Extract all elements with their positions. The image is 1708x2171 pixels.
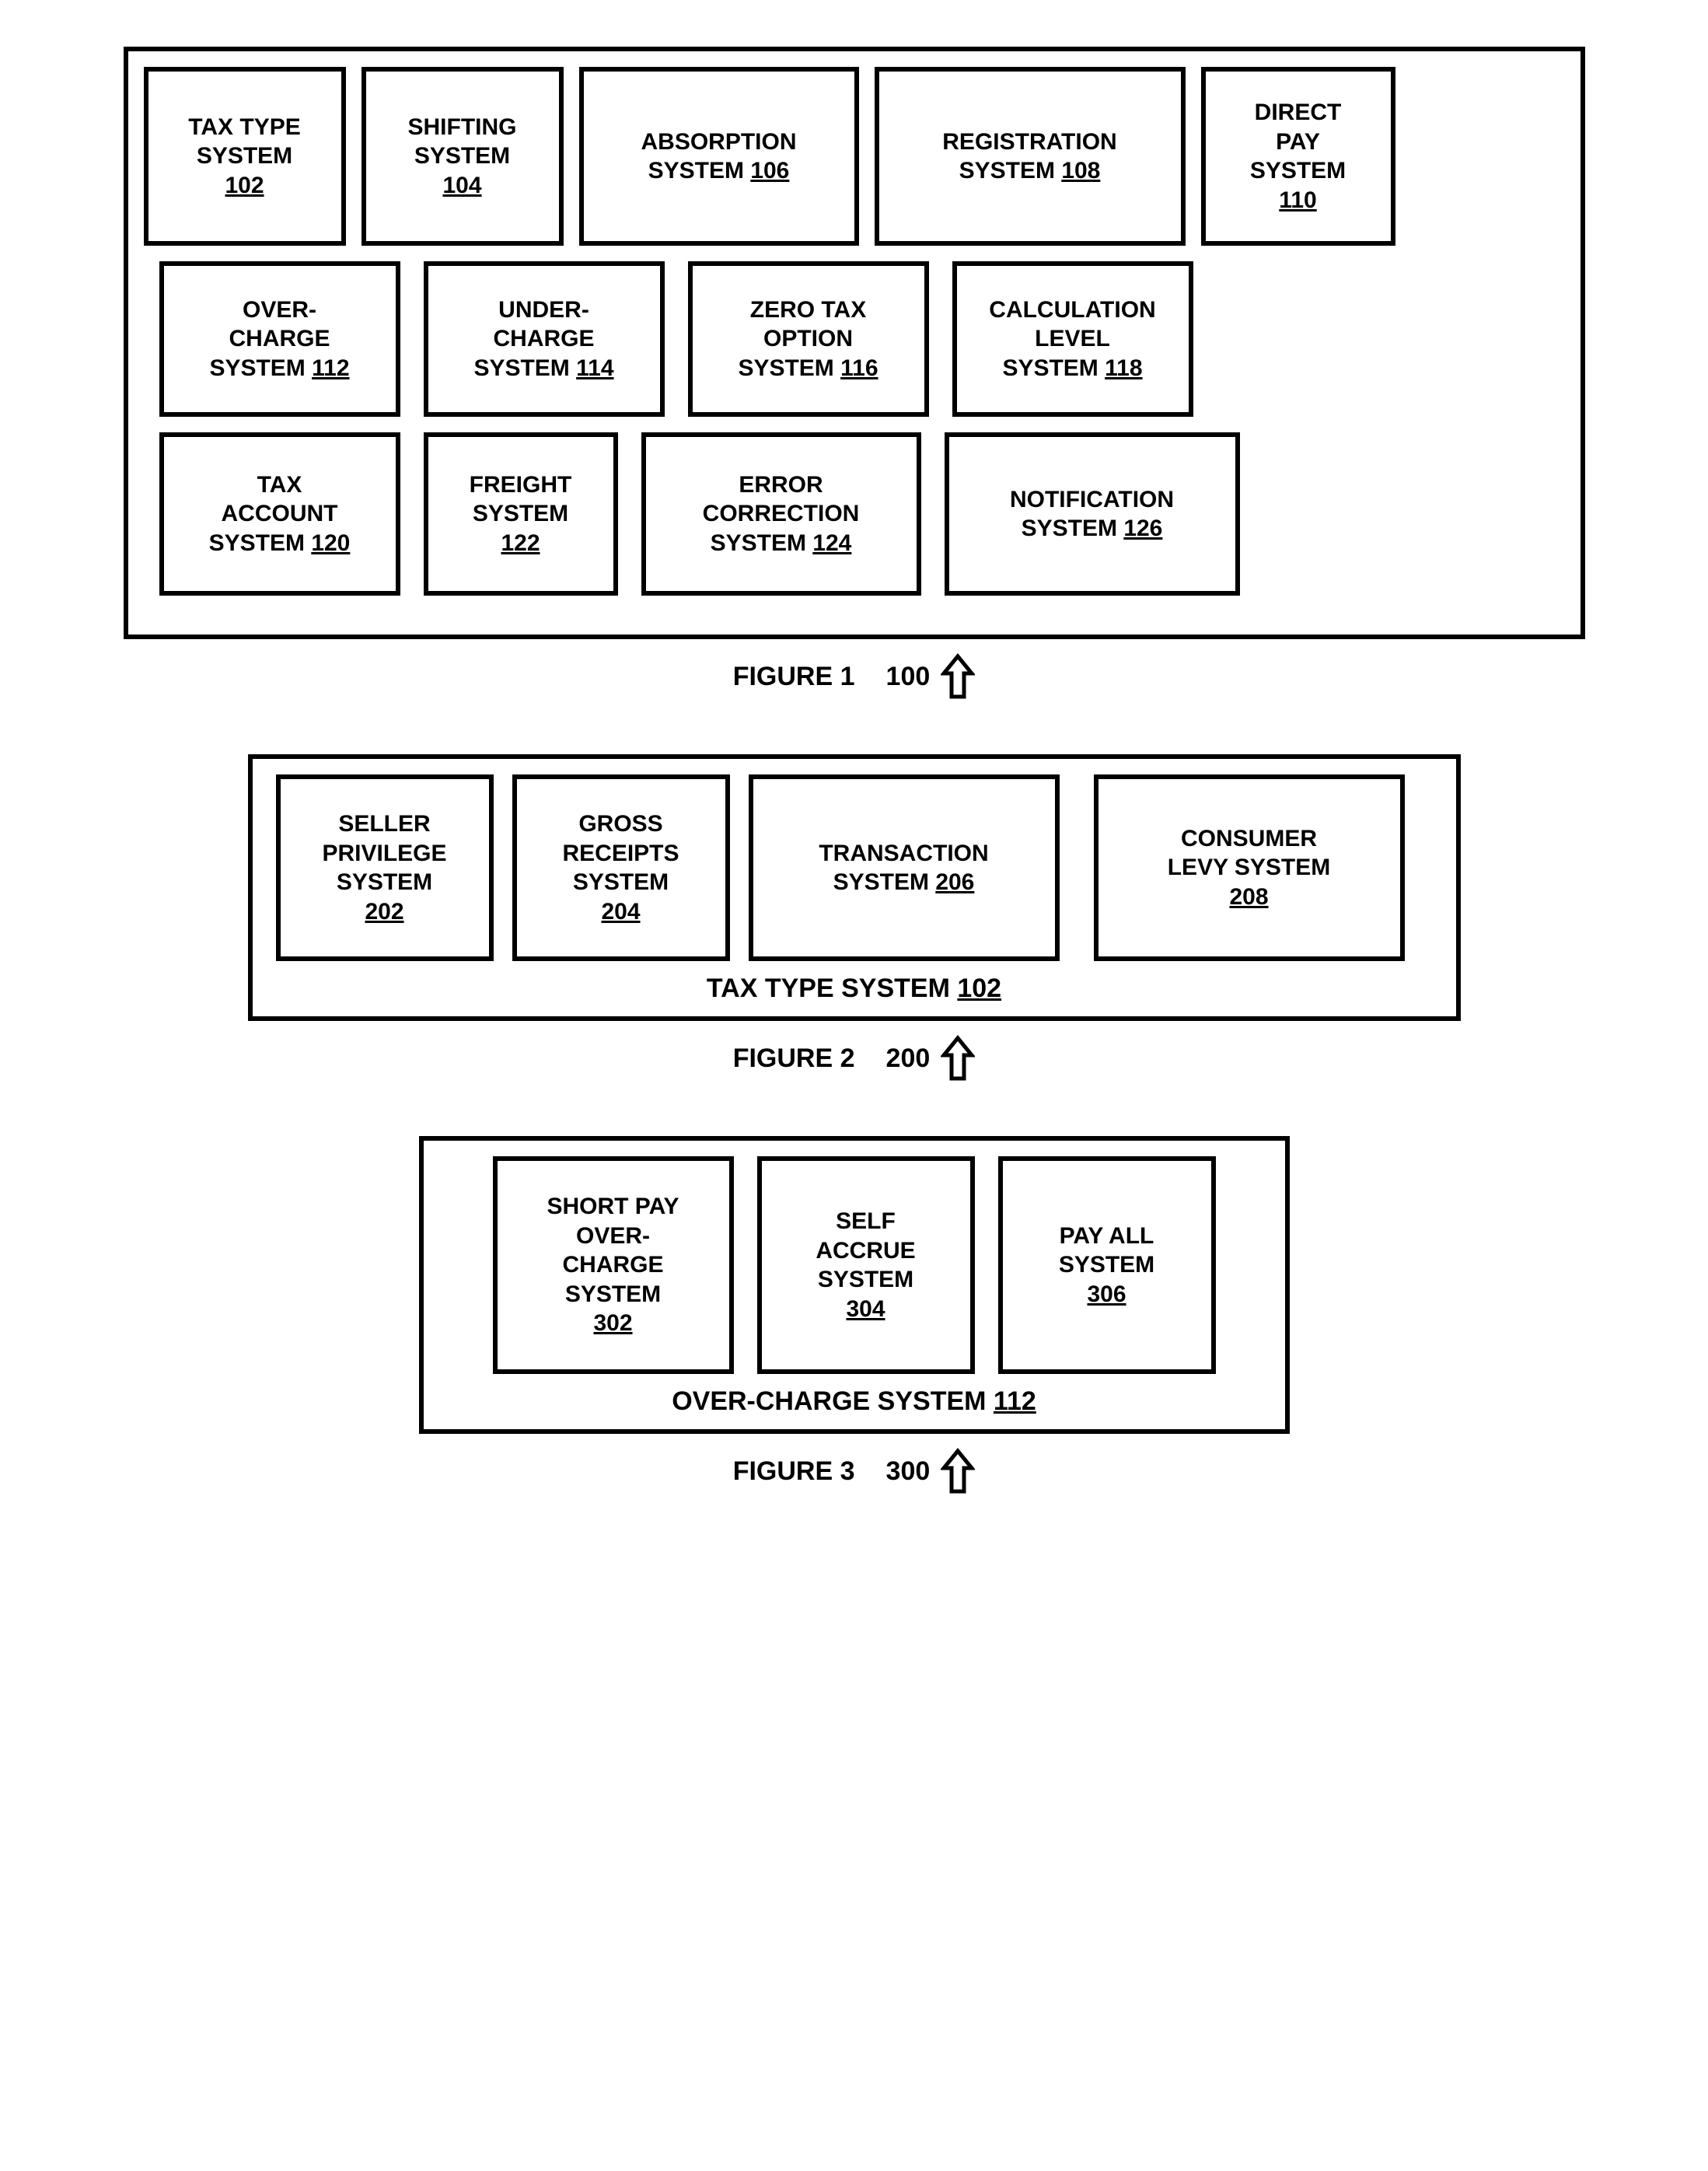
figure-1-container: TAX TYPESYSTEM102 SHIFTINGSYSTEM104 ABSO… [124, 47, 1585, 700]
up-arrow-icon [941, 1035, 975, 1082]
absorption-system-box: ABSORPTIONSYSTEM 106 [579, 67, 859, 246]
figure-3-subtitle-ref: 112 [994, 1386, 1036, 1416]
figure-1-caption: FIGURE 1 100 [124, 653, 1585, 700]
tax-type-system-box: TAX TYPESYSTEM102 [144, 67, 346, 246]
seller-privilege-system-box: SELLERPRIVILEGESYSTEM202 [276, 774, 494, 961]
figure-3-label: FIGURE 3 [733, 1456, 855, 1487]
figure-2-subtitle: TAX TYPE SYSTEM 102 [276, 969, 1433, 1009]
figure-2-row: SELLERPRIVILEGESYSTEM202 GROSSRECEIPTSSY… [276, 774, 1433, 961]
figure-3-container: SHORT PAYOVER-CHARGESYSTEM302 SELFACCRUE… [419, 1136, 1290, 1495]
up-arrow-icon [941, 1448, 975, 1495]
over-charge-system-box: OVER-CHARGESYSTEM 112 [159, 261, 400, 417]
figure-1-row-3: TAXACCOUNTSYSTEM 120 FREIGHTSYSTEM122 ER… [144, 432, 1565, 596]
figure-1-row-1: TAX TYPESYSTEM102 SHIFTINGSYSTEM104 ABSO… [144, 67, 1565, 246]
under-charge-system-box: UNDER-CHARGESYSTEM 114 [424, 261, 665, 417]
pay-all-system-box: PAY ALLSYSTEM306 [998, 1156, 1216, 1374]
transaction-system-box: TRANSACTIONSYSTEM 206 [749, 774, 1060, 961]
figure-1-ref-number: 100 [886, 662, 931, 692]
error-correction-system-box: ERRORCORRECTIONSYSTEM 124 [641, 432, 921, 596]
figure-3-subtitle: OVER-CHARGE SYSTEM 112 [447, 1382, 1262, 1421]
up-arrow-icon [941, 653, 975, 700]
figure-1-row-2: OVER-CHARGESYSTEM 112 UNDER-CHARGESYSTEM… [144, 261, 1565, 417]
freight-system-box: FREIGHTSYSTEM122 [424, 432, 618, 596]
notification-system-box: NOTIFICATIONSYSTEM 126 [945, 432, 1240, 596]
figure-3-subtitle-text: OVER-CHARGE SYSTEM [672, 1386, 994, 1416]
figure-1-label: FIGURE 1 [733, 662, 855, 692]
shifting-system-box: SHIFTINGSYSTEM104 [362, 67, 564, 246]
figure-2-outer: SELLERPRIVILEGESYSTEM202 GROSSRECEIPTSSY… [248, 754, 1461, 1021]
short-pay-over-charge-system-box: SHORT PAYOVER-CHARGESYSTEM302 [493, 1156, 734, 1374]
figure-3-row: SHORT PAYOVER-CHARGESYSTEM302 SELFACCRUE… [447, 1156, 1262, 1374]
figure-2-caption: FIGURE 2 200 [248, 1035, 1461, 1082]
figure-2-subtitle-text: TAX TYPE SYSTEM [707, 974, 957, 1003]
direct-pay-system-box: DIRECTPAYSYSTEM110 [1201, 67, 1395, 246]
calculation-level-system-box: CALCULATIONLEVELSYSTEM 118 [952, 261, 1193, 417]
tax-account-system-box: TAXACCOUNTSYSTEM 120 [159, 432, 400, 596]
self-accrue-system-box: SELFACCRUESYSTEM304 [757, 1156, 975, 1374]
figure-2-label: FIGURE 2 [733, 1044, 855, 1074]
gross-receipts-system-box: GROSSRECEIPTSSYSTEM204 [512, 774, 730, 961]
figure-2-container: SELLERPRIVILEGESYSTEM202 GROSSRECEIPTSSY… [248, 754, 1461, 1082]
figure-2-subtitle-ref: 102 [957, 974, 1001, 1003]
consumer-levy-system-box: CONSUMERLEVY SYSTEM208 [1094, 774, 1405, 961]
figure-2-ref-number: 200 [886, 1044, 931, 1074]
zero-tax-option-system-box: ZERO TAXOPTIONSYSTEM 116 [688, 261, 929, 417]
figure-3-outer: SHORT PAYOVER-CHARGESYSTEM302 SELFACCRUE… [419, 1136, 1290, 1434]
figure-3-caption: FIGURE 3 300 [419, 1448, 1290, 1495]
figure-1-outer: TAX TYPESYSTEM102 SHIFTINGSYSTEM104 ABSO… [124, 47, 1585, 639]
registration-system-box: REGISTRATIONSYSTEM 108 [875, 67, 1186, 246]
figure-3-ref-number: 300 [886, 1456, 931, 1487]
